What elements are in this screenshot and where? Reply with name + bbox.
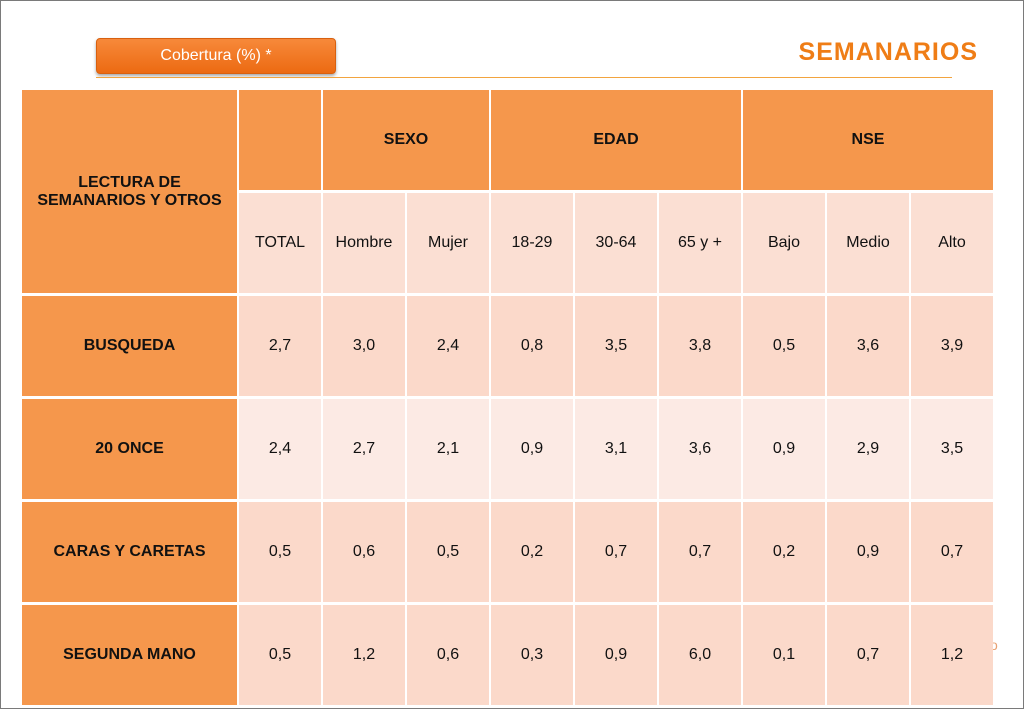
edge-mark: o — [990, 637, 998, 653]
table-cell: 0,3 — [491, 605, 573, 705]
table-cell: 2,7 — [323, 399, 405, 499]
corner-header: LECTURA DE SEMANARIOS Y OTROS — [22, 90, 237, 293]
row-label: CARAS Y CARETAS — [22, 502, 237, 602]
column-header: Medio — [827, 193, 909, 293]
column-header: Bajo — [743, 193, 825, 293]
column-header: 65 y + — [659, 193, 741, 293]
table-row: 20 ONCE 2,4 2,7 2,1 0,9 3,1 3,6 0,9 2,9 … — [22, 399, 993, 499]
title-divider — [96, 77, 952, 78]
column-header: 30-64 — [575, 193, 657, 293]
group-header-nse: NSE — [743, 90, 993, 190]
table-cell: 1,2 — [323, 605, 405, 705]
row-label: SEGUNDA MANO — [22, 605, 237, 705]
table-cell: 3,5 — [911, 399, 993, 499]
column-header: Alto — [911, 193, 993, 293]
table-cell: 3,5 — [575, 296, 657, 396]
table-row: SEGUNDA MANO 0,5 1,2 0,6 0,3 0,9 6,0 0,1… — [22, 605, 993, 705]
table-row: CARAS Y CARETAS 0,5 0,6 0,5 0,2 0,7 0,7 … — [22, 502, 993, 602]
table-cell: 1,2 — [911, 605, 993, 705]
column-header: 18-29 — [491, 193, 573, 293]
blank-header — [239, 90, 321, 190]
table-cell: 0,8 — [491, 296, 573, 396]
row-label: 20 ONCE — [22, 399, 237, 499]
table-cell: 0,7 — [827, 605, 909, 705]
table-cell: 3,6 — [827, 296, 909, 396]
table-cell: 2,4 — [239, 399, 321, 499]
table-cell: 0,5 — [407, 502, 489, 602]
table-cell: 3,8 — [659, 296, 741, 396]
table-cell: 2,4 — [407, 296, 489, 396]
table-cell: 0,6 — [407, 605, 489, 705]
group-header-edad: EDAD — [491, 90, 741, 190]
table-cell: 0,5 — [239, 605, 321, 705]
row-label: BUSQUEDA — [22, 296, 237, 396]
table-cell: 3,9 — [911, 296, 993, 396]
page-title: SEMANARIOS — [798, 38, 978, 66]
table-cell: 0,1 — [743, 605, 825, 705]
table-cell: 0,5 — [743, 296, 825, 396]
table-cell: 0,7 — [659, 502, 741, 602]
table-cell: 0,2 — [743, 502, 825, 602]
table-cell: 3,6 — [659, 399, 741, 499]
table-cell: 6,0 — [659, 605, 741, 705]
group-header-sexo: SEXO — [323, 90, 489, 190]
table-cell: 2,7 — [239, 296, 321, 396]
table-cell: 0,9 — [575, 605, 657, 705]
table-row: BUSQUEDA 2,7 3,0 2,4 0,8 3,5 3,8 0,5 3,6… — [22, 296, 993, 396]
coverage-badge: Cobertura (%) * — [96, 38, 336, 74]
table-cell: 0,9 — [827, 502, 909, 602]
table-cell: 0,6 — [323, 502, 405, 602]
column-header: Hombre — [323, 193, 405, 293]
table-cell: 0,9 — [743, 399, 825, 499]
table-cell: 2,9 — [827, 399, 909, 499]
table-cell: 0,7 — [575, 502, 657, 602]
table-cell: 0,7 — [911, 502, 993, 602]
table-cell: 3,1 — [575, 399, 657, 499]
table-cell: 0,9 — [491, 399, 573, 499]
table-cell: 2,1 — [407, 399, 489, 499]
coverage-table: LECTURA DE SEMANARIOS Y OTROS SEXO EDAD … — [20, 87, 995, 708]
table-cell: 0,2 — [491, 502, 573, 602]
table-cell: 0,5 — [239, 502, 321, 602]
column-header: Mujer — [407, 193, 489, 293]
column-header: TOTAL — [239, 193, 321, 293]
table-cell: 3,0 — [323, 296, 405, 396]
